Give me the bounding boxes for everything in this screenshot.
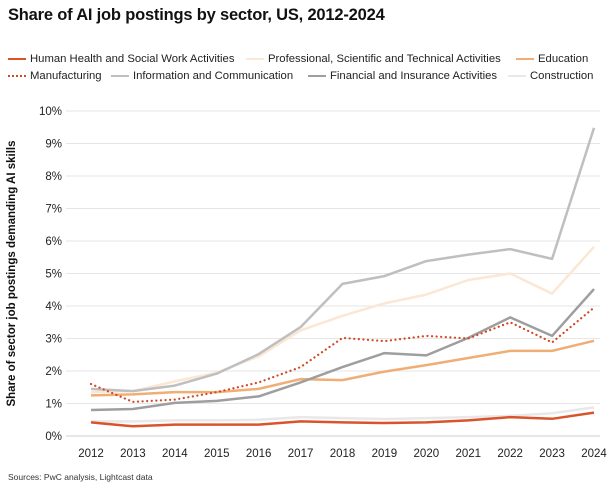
y-tick-label: 6% xyxy=(45,236,62,248)
x-tick-label: 2012 xyxy=(78,448,104,460)
x-tick-label: 2017 xyxy=(288,448,314,460)
x-tick-label: 2021 xyxy=(455,448,481,460)
chart-title: Share of AI job postings by sector, US, … xyxy=(8,6,385,24)
legend-label: Education xyxy=(538,53,589,65)
series-line-information-and-communication xyxy=(90,127,596,393)
legend-item-manufacturing: Manufacturing xyxy=(8,70,102,82)
series-line-human-health-and-social-work-activities xyxy=(90,411,595,428)
source-note: Sources: PwC analysis, Lightcast data xyxy=(8,472,153,482)
x-tick-label: 2023 xyxy=(539,448,565,460)
x-tick-label: 2022 xyxy=(497,448,523,460)
y-tick-label: 2% xyxy=(45,366,62,378)
y-tick-label: 9% xyxy=(45,139,62,151)
y-tick-label: 5% xyxy=(45,269,62,281)
legend-label: Construction xyxy=(530,70,594,82)
y-tick-label: 4% xyxy=(45,301,62,313)
legend-item-professional: Professional, Scientific and Technical A… xyxy=(246,53,501,65)
legend-swatch xyxy=(516,58,534,60)
y-tick-label: 0% xyxy=(45,431,62,443)
x-tick-label: 2015 xyxy=(204,448,230,460)
series-line-professional-scientific-and-technical-activities xyxy=(90,245,595,394)
x-tick-label: 2020 xyxy=(414,448,440,460)
legend-swatch xyxy=(246,58,264,60)
legend-label: Human Health and Social Work Activities xyxy=(30,53,235,65)
legend-item-financial: Financial and Insurance Activities xyxy=(308,70,497,82)
legend-label: Financial and Insurance Activities xyxy=(330,70,498,82)
x-tick-label: 2013 xyxy=(120,448,146,460)
x-tick-label: 2019 xyxy=(372,448,398,460)
legend-item-construction: Construction xyxy=(508,70,593,82)
legend-swatch xyxy=(508,75,526,77)
y-tick-label: 7% xyxy=(45,204,62,216)
series-line-construction xyxy=(91,406,595,423)
legend-swatch xyxy=(308,75,326,77)
legend-label: Manufacturing xyxy=(30,70,102,82)
legend-swatch xyxy=(8,58,26,60)
y-tick-label: 3% xyxy=(45,334,62,346)
legend-item-education: Education xyxy=(516,53,588,65)
series-line-manufacturing xyxy=(89,306,596,403)
legend-item-human-health: Human Health and Social Work Activities xyxy=(8,53,234,65)
y-tick-label: 10% xyxy=(39,106,62,118)
x-tick-label: 2016 xyxy=(246,448,272,460)
x-tick-label: 2024 xyxy=(581,448,607,460)
series-line-financial-and-insurance-activities xyxy=(90,288,595,412)
y-axis-label: Share of sector job postings demanding A… xyxy=(6,140,18,406)
legend-swatch xyxy=(111,75,129,77)
legend-item-information: Information and Communication xyxy=(111,70,293,82)
y-tick-label: 1% xyxy=(45,399,62,411)
legend-swatch xyxy=(8,75,26,77)
x-tick-label: 2014 xyxy=(162,448,188,460)
x-tick-label: 2018 xyxy=(330,448,356,460)
y-tick-label: 8% xyxy=(45,171,62,183)
legend-label: Information and Communication xyxy=(133,70,294,82)
legend-label: Professional, Scientific and Technical A… xyxy=(268,53,501,65)
series-line-education xyxy=(90,339,595,397)
